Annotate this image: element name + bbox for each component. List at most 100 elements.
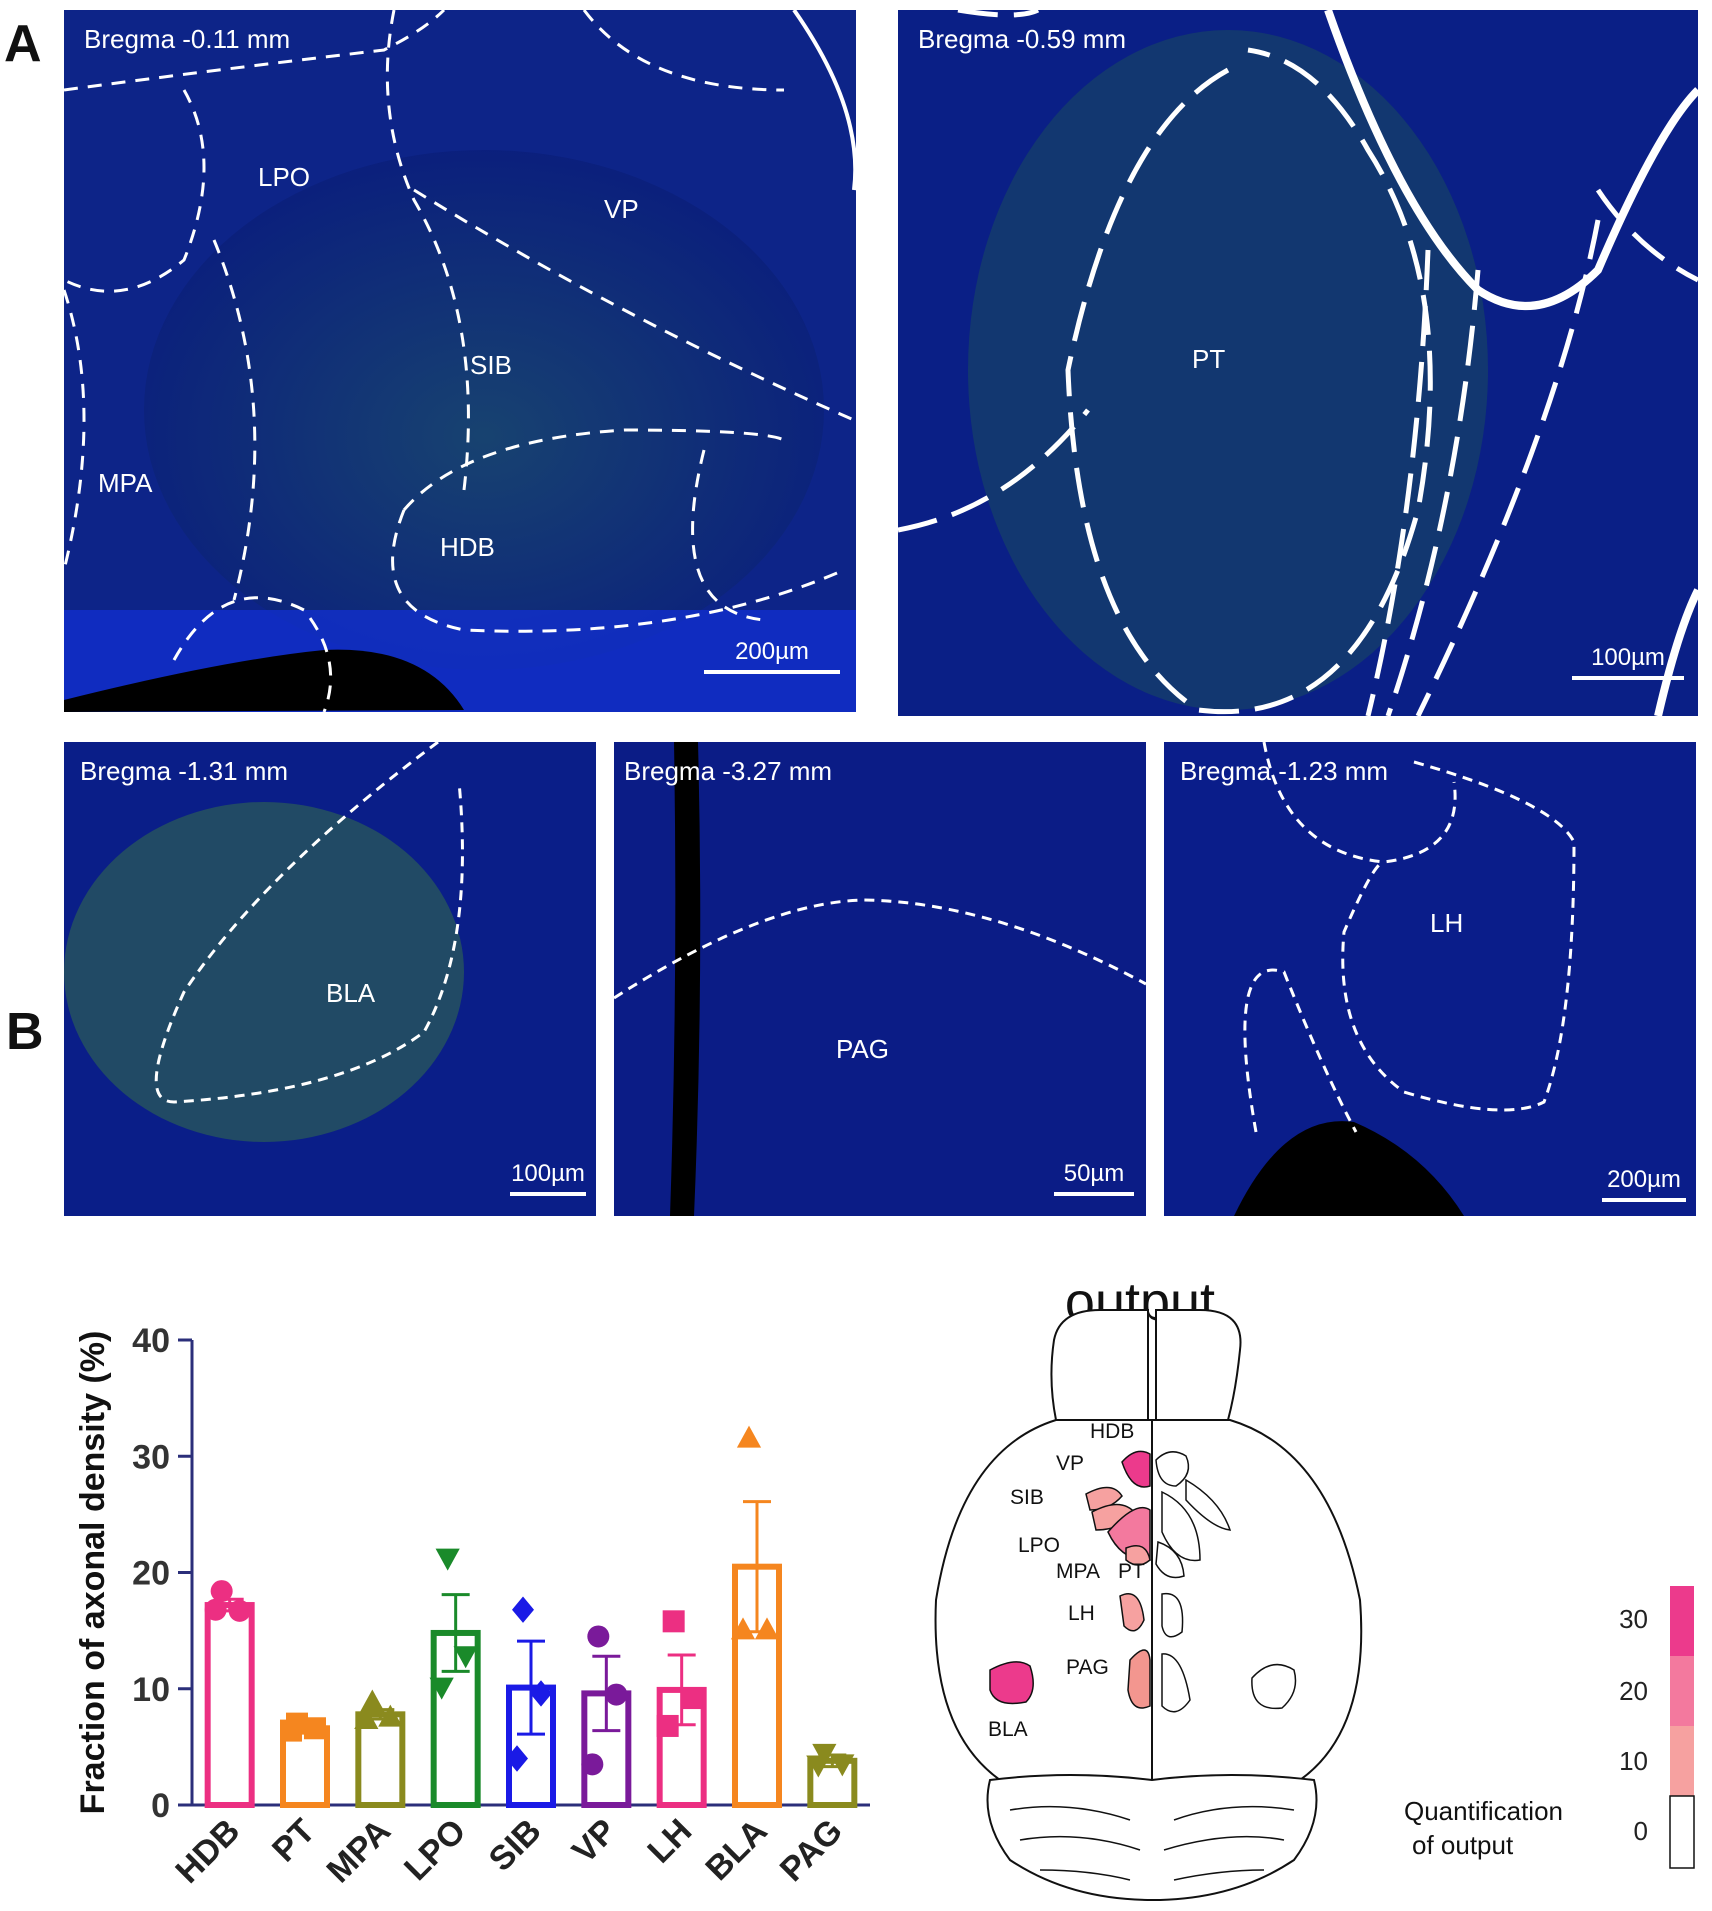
data-point (581, 1753, 604, 1776)
region-label-pt: PT (1192, 344, 1226, 374)
bregma-label: Bregma -1.23 mm (1180, 756, 1389, 786)
data-point (429, 1677, 454, 1700)
scale-bar-line (704, 670, 840, 674)
data-point (806, 1755, 831, 1778)
legend-title-line1: Quantification (1404, 1796, 1563, 1826)
scale-bar: 100µm (510, 1160, 586, 1196)
x-tick-label: VP (565, 1812, 624, 1871)
scale-bar-label: 200µm (735, 638, 809, 665)
data-point (680, 1687, 703, 1710)
bregma-label: Bregma -3.27 mm (624, 756, 833, 786)
micrograph-bregma-1-31: Bregma -1.31 mm BLA 100µm (64, 742, 596, 1216)
y-tick-label: 10 (132, 1671, 170, 1709)
legend-tick: 20 (1619, 1676, 1648, 1706)
data-point (512, 1596, 534, 1623)
bregma-label: Bregma -0.59 mm (918, 24, 1127, 54)
label-vp: VP (1056, 1452, 1084, 1475)
legend-tick: 30 (1619, 1604, 1648, 1634)
region-label-pag: PAG (836, 1034, 889, 1064)
region-fill-hdb (1121, 1450, 1151, 1488)
data-point (656, 1714, 679, 1737)
region-labels: HDB VP SIB LPO MPA PT LH PAG BLA (988, 1420, 1145, 1741)
x-tick-label: LH (640, 1812, 699, 1871)
data-point (754, 1617, 780, 1640)
scale-bar: 200µm (1602, 1166, 1686, 1202)
scale-bar-label: 100µm (1591, 644, 1665, 671)
x-tick-label: HDB (168, 1812, 247, 1891)
y-tick-label: 0 (151, 1787, 170, 1825)
scale-bar-label: 100µm (511, 1160, 585, 1187)
scale-bar-line (1602, 1198, 1686, 1202)
legend-colorbar (1669, 1586, 1695, 1869)
x-tick-label: SIB (482, 1812, 549, 1879)
label-mpa: MPA (1056, 1560, 1100, 1583)
micrograph-bregma-3-27: Bregma -3.27 mm PAG 50µm (614, 742, 1146, 1216)
panel-letter-b: B (6, 1003, 44, 1061)
brain-outline (934, 1309, 1363, 1902)
data-point (304, 1717, 326, 1740)
data-point (736, 1425, 762, 1448)
region-fill-pt (1125, 1545, 1151, 1566)
legend-swatch-20 (1670, 1656, 1694, 1726)
axonal-density-chart: 0 10 20 30 40 Fraction of axonal density (%) H… (74, 1322, 870, 1891)
region-fill-lh (1119, 1593, 1145, 1632)
legend-swatch-30 (1670, 1586, 1694, 1656)
output-regions (989, 1450, 1151, 1709)
region-label-bla: BLA (326, 978, 376, 1008)
y-axis-title: Fraction of axonal density (%) (74, 1331, 112, 1815)
micrograph-bregma-1-23: Bregma -1.23 mm LH 200µm (1164, 742, 1696, 1216)
data-point (605, 1683, 628, 1706)
x-tick-label: MPA (319, 1812, 398, 1891)
data-point (587, 1625, 610, 1648)
region-label-sib: SIB (470, 350, 512, 380)
scale-bar-label: 200µm (1607, 1166, 1681, 1193)
brain-output-map: output HDB VP SIB LPO M (934, 1272, 1695, 1902)
micrograph-bregma-0-59: Bregma -0.59 mm PT 100µm (898, 10, 1698, 716)
label-lpo: LPO (1018, 1534, 1060, 1557)
label-hdb: HDB (1090, 1420, 1134, 1443)
y-tick-label: 20 (132, 1555, 170, 1593)
region-label-lh: LH (1430, 908, 1464, 938)
data-point (435, 1548, 460, 1571)
data-point (280, 1719, 302, 1742)
panel-letter-a: A (4, 15, 42, 73)
label-lh: LH (1068, 1602, 1095, 1625)
legend-swatch-10 (1670, 1726, 1694, 1796)
label-sib: SIB (1010, 1486, 1044, 1509)
data-point (453, 1646, 478, 1669)
legend-swatch-0 (1669, 1795, 1695, 1869)
legend-tick: 0 (1634, 1816, 1648, 1846)
right-hemisphere-outlines (1155, 1451, 1297, 1713)
region-label-mpa: MPA (98, 468, 153, 498)
data-point (210, 1580, 233, 1603)
data-point (730, 1617, 756, 1640)
data-point (204, 1598, 227, 1621)
micrograph-bregma-0-11: Bregma -0.11 mm LPO VP SIB MPA HDB 200µm (64, 10, 856, 712)
region-label-vp: VP (604, 194, 639, 224)
data-point (228, 1599, 251, 1622)
label-bla: BLA (988, 1718, 1028, 1741)
x-tick-label: PT (265, 1812, 323, 1870)
bregma-label: Bregma -0.11 mm (84, 24, 291, 54)
label-pag: PAG (1066, 1656, 1109, 1679)
scale-bar: 50µm (1054, 1160, 1134, 1196)
x-tick-label: BLA (698, 1812, 774, 1888)
label-pt: PT (1118, 1560, 1145, 1583)
bregma-label: Bregma -1.31 mm (80, 756, 289, 786)
data-point (354, 1706, 379, 1729)
cerebellum-folds (1009, 1805, 1295, 1881)
scale-bar-line (1054, 1192, 1134, 1196)
data-point (378, 1704, 403, 1727)
legend-ticks: 30 20 10 0 (1619, 1604, 1648, 1846)
data-point (812, 1743, 837, 1766)
data-point (506, 1745, 528, 1772)
y-tick-label: 30 (132, 1438, 170, 1476)
region-label-lpo: LPO (258, 162, 311, 192)
region-fill-pag (1127, 1649, 1151, 1709)
legend-title-line2: of output (1412, 1830, 1514, 1860)
data-point (830, 1754, 855, 1777)
scale-bar-line (510, 1192, 586, 1196)
x-tick-label: PAG (773, 1812, 850, 1889)
scale-bar: 100µm (1572, 644, 1684, 680)
scale-bar: 200µm (704, 638, 840, 674)
